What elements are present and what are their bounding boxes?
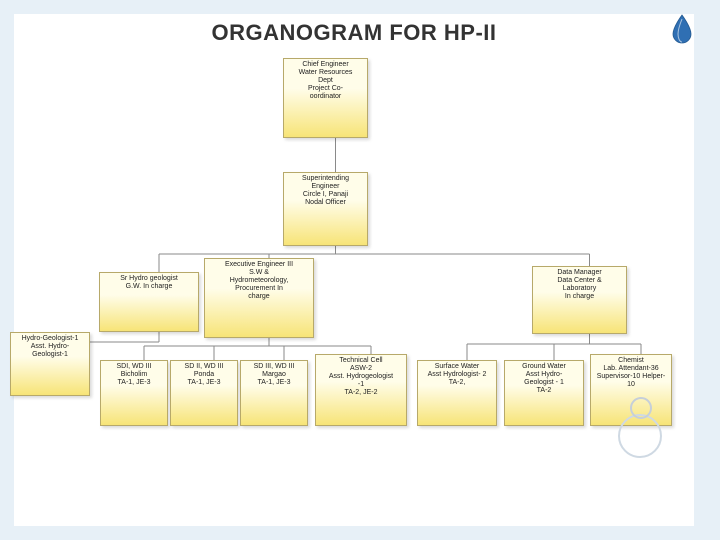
org-node-label: Sr Hydro geologistG.W. In charge [102,275,196,291]
org-node-label: SD III, WD IIIMargaoTA-1, JE-3 [243,363,305,387]
org-node-label: Ground WaterAsst Hydro-Geologist - 1TA-2 [507,363,581,395]
org-node-label: ChemistLab. Attendant-36Supervisor-10 He… [593,357,669,389]
deco-circle-large [618,414,662,458]
org-node-se: SuperintendingEngineerCircle I, PanajiNo… [283,172,368,246]
org-node-label: Surface WaterAsst Hydrologist- 2TA-2, [420,363,494,387]
org-node-label: Hydro-Geologist-1Asst. Hydro-Geologist-1 [13,335,87,359]
org-chart-canvas: Chief EngineerWater ResourcesDeptProject… [14,54,694,526]
org-node-tech: Technical CellASW-2Asst. Hydrogeologist-… [315,354,407,426]
org-node-label: SD II, WD IIIPondaTA-1, JE-3 [173,363,235,387]
org-node-sd2: SD II, WD IIIPondaTA-1, JE-3 [170,360,238,426]
org-node-label: SDI, WD IIIBicholimTA-1, JE-3 [103,363,165,387]
org-node-root: Chief EngineerWater ResourcesDeptProject… [283,58,368,138]
org-node-gw: Ground WaterAsst Hydro-Geologist - 1TA-2 [504,360,584,426]
deco-circle-small [630,397,652,419]
org-node-sd3: SD III, WD IIIMargaoTA-1, JE-3 [240,360,308,426]
water-drop-icon [670,14,694,46]
org-node-ee: Executive Engineer IIIS.W &Hydrometeorol… [204,258,314,338]
org-node-sd1: SDI, WD IIIBicholimTA-1, JE-3 [100,360,168,426]
org-node-label: Executive Engineer IIIS.W &Hydrometeorol… [207,261,311,301]
org-node-shg: Sr Hydro geologistG.W. In charge [99,272,199,332]
org-node-label: Chief EngineerWater ResourcesDeptProject… [286,61,365,101]
org-node-label: Data ManagerData Center &LaboratoryIn ch… [535,269,624,301]
org-node-label: Technical CellASW-2Asst. Hydrogeologist-… [318,357,404,397]
org-node-label: SuperintendingEngineerCircle I, PanajiNo… [286,175,365,207]
org-node-dm: Data ManagerData Center &LaboratoryIn ch… [532,266,627,334]
logo [656,8,704,56]
org-node-sw: Surface WaterAsst Hydrologist- 2TA-2, [417,360,497,426]
slide: ORGANOGRAM FOR HP-II Chief EngineerWater… [0,0,720,540]
org-node-hg: Hydro-Geologist-1Asst. Hydro-Geologist-1 [10,332,90,396]
page-title: ORGANOGRAM FOR HP-II [14,20,694,46]
